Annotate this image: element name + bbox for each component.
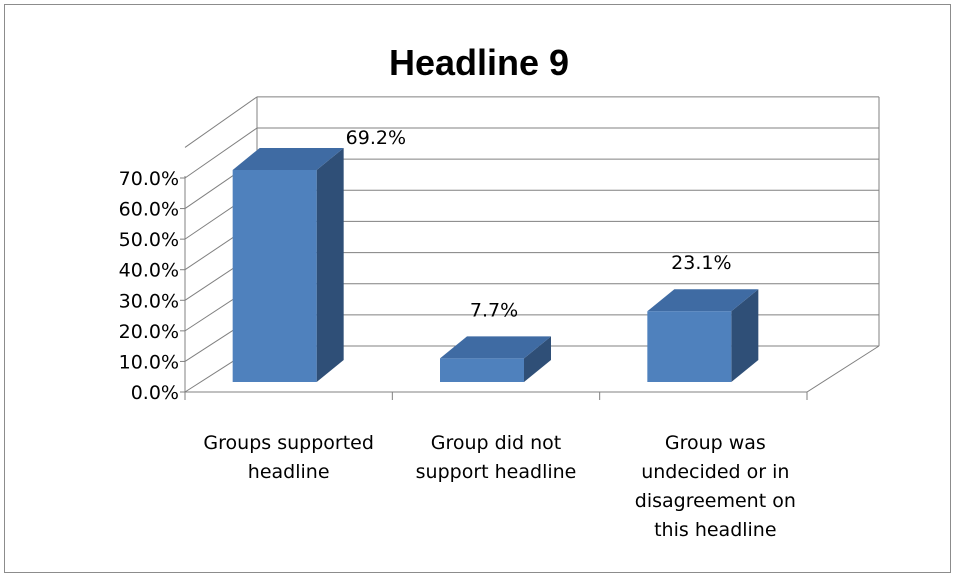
bar-front (232, 170, 317, 382)
category-label: Group was undecided or in disagreement on t… (635, 432, 796, 541)
bar-top (647, 289, 759, 312)
bars (232, 148, 759, 382)
bar-front (440, 358, 524, 382)
chart-svg: Headline 9 0.0% 10.0% 20.0% 30.0% 40.0% 50.0%… (119, 42, 880, 541)
y-axis-ticks: 0.0% 10.0% 20.0% 30.0% 40.0% 50.0% 60.0% 70.0% (119, 168, 179, 404)
chart-title: Headline 9 (389, 42, 569, 83)
data-label: 7.7% (470, 299, 518, 321)
category-label-line: Group was (665, 432, 766, 454)
side-gridline (184, 127, 258, 179)
bar-side (731, 289, 759, 382)
category-label-line: support headline (416, 461, 577, 483)
y-tick-label: 10.0% (119, 351, 179, 373)
chart-frame: Headline 9 0.0% 10.0% 20.0% 30.0% 40.0% 50.0%… (4, 4, 951, 573)
bar (440, 336, 551, 382)
bar-front (647, 311, 732, 382)
category-labels: Groups supported headline Group did not sup… (203, 432, 795, 541)
y-tick-label: 70.0% (119, 168, 179, 190)
y-tick-label: 30.0% (119, 290, 179, 312)
y-tick-label: 50.0% (119, 229, 179, 251)
side-gridline (184, 96, 258, 148)
category-label: Group did not support headline (416, 432, 577, 483)
category-label-line: undecided or in (641, 461, 789, 483)
bar-side (524, 336, 551, 382)
data-label: 69.2% (346, 127, 406, 149)
bar-top (440, 336, 551, 359)
category-label-line: Groups supported (203, 432, 373, 454)
category-label-line: headline (248, 461, 330, 483)
data-labels: 69.2% 7.7% 23.1% (346, 127, 732, 321)
bar (232, 148, 344, 382)
y-tick-label: 0.0% (131, 382, 179, 404)
bar-side (316, 148, 344, 382)
bar-top (232, 148, 344, 170)
y-tick-label: 20.0% (119, 321, 179, 343)
category-label: Groups supported headline (203, 432, 373, 483)
y-tick-label: 40.0% (119, 260, 179, 282)
bar (647, 289, 759, 382)
category-label-line: Group did not (431, 432, 561, 454)
category-label-line: disagreement on (635, 490, 796, 512)
category-label-line: this headline (654, 519, 776, 541)
y-tick-label: 60.0% (119, 199, 179, 221)
data-label: 23.1% (671, 252, 731, 274)
